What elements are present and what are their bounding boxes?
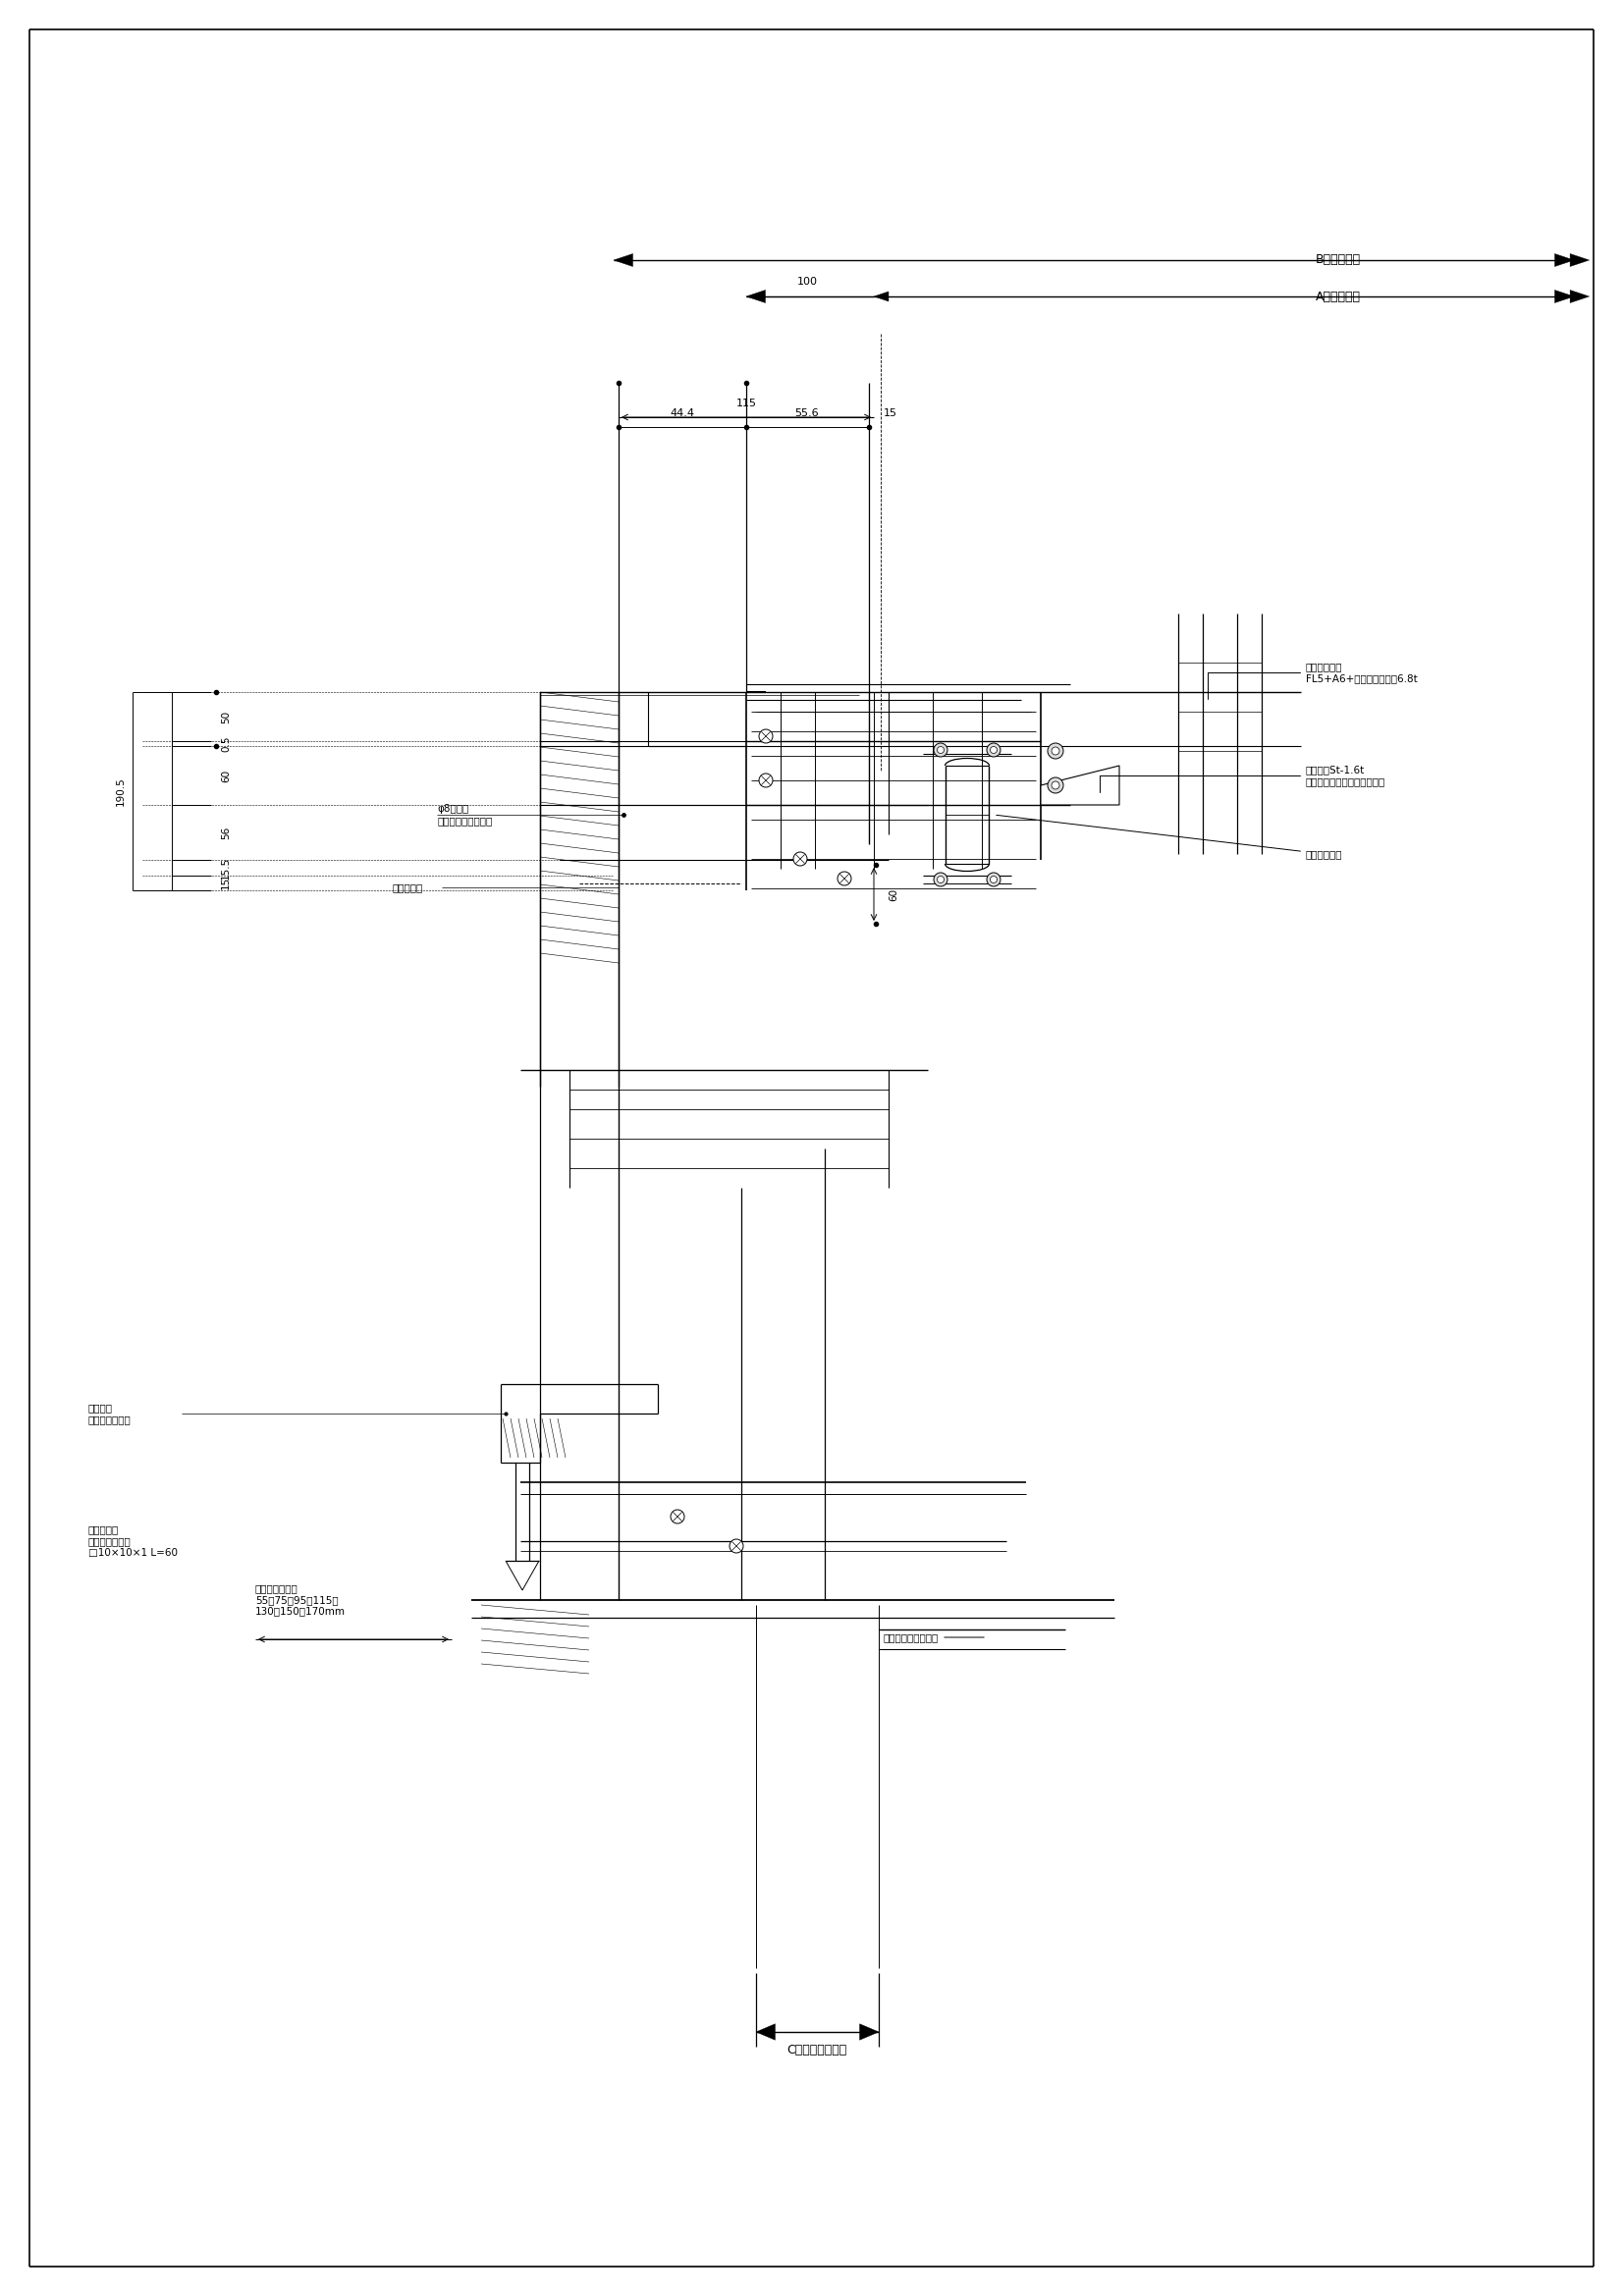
Text: 15: 15 (221, 877, 230, 889)
Text: 100: 100 (797, 278, 818, 287)
Text: 15.5: 15.5 (221, 856, 230, 879)
Circle shape (760, 774, 773, 788)
Text: 55.6: 55.6 (795, 409, 820, 418)
Polygon shape (756, 2023, 776, 2041)
Circle shape (1052, 781, 1060, 790)
Circle shape (987, 872, 1000, 886)
Polygon shape (1040, 765, 1120, 806)
Polygon shape (613, 255, 633, 266)
Text: 耐火材：St-1.6t
（高耐食性溶融メッキ鋼板）: 耐火材：St-1.6t （高耐食性溶融メッキ鋼板） (1100, 765, 1386, 792)
Text: 44.4: 44.4 (670, 409, 695, 418)
Text: B：外形寸法: B：外形寸法 (1316, 255, 1362, 266)
Text: 60: 60 (221, 769, 230, 783)
Polygon shape (1555, 255, 1574, 266)
Circle shape (987, 744, 1000, 758)
Polygon shape (873, 292, 888, 301)
Circle shape (729, 1538, 743, 1552)
Circle shape (670, 1511, 685, 1525)
Polygon shape (1555, 289, 1574, 303)
Circle shape (933, 744, 948, 758)
Circle shape (837, 872, 852, 886)
Text: 115: 115 (735, 400, 756, 409)
Circle shape (794, 852, 807, 866)
Text: ガスダンパー: ガスダンパー (997, 815, 1342, 859)
Circle shape (1047, 778, 1063, 792)
Text: A：呼称寸法: A：呼称寸法 (1316, 289, 1360, 303)
Text: 仕上材（別途工事）: 仕上材（別途工事） (883, 1632, 984, 1642)
Text: 190.5: 190.5 (115, 776, 125, 806)
Text: シーリング: シーリング (393, 882, 424, 893)
Text: 56: 56 (221, 827, 230, 838)
Polygon shape (860, 2023, 878, 2041)
Text: 規格水切寸法は
55、75、95、115、
130、150、170mm: 規格水切寸法は 55、75、95、115、 130、150、170mm (255, 1584, 346, 1616)
Polygon shape (1569, 289, 1589, 303)
Circle shape (990, 877, 997, 884)
Text: 規格水切
（オプション）: 規格水切 （オプション） (88, 1403, 131, 1424)
Text: 排水パイプ
（オプション）
□10×10×1 L=60: 排水パイプ （オプション） □10×10×1 L=60 (88, 1525, 177, 1557)
Text: 50: 50 (221, 709, 230, 723)
Text: C：仕上開口寸法: C：仕上開口寸法 (787, 2043, 847, 2055)
Circle shape (760, 730, 773, 744)
Circle shape (936, 877, 945, 884)
Text: 15: 15 (883, 409, 898, 418)
Circle shape (933, 872, 948, 886)
Polygon shape (747, 289, 766, 303)
Circle shape (936, 746, 945, 753)
Circle shape (1052, 746, 1060, 755)
Text: 複層ガラス：
FL5+A6+網入型板ガラス6.8t: 複層ガラス： FL5+A6+網入型板ガラス6.8t (1208, 661, 1417, 698)
Polygon shape (1569, 255, 1589, 266)
Circle shape (990, 746, 997, 753)
Text: φ8穴加工
裏面バッフル材付き: φ8穴加工 裏面バッフル材付き (437, 804, 492, 824)
Circle shape (1047, 744, 1063, 758)
Text: 0.5: 0.5 (221, 735, 230, 751)
Text: 60: 60 (888, 889, 899, 900)
